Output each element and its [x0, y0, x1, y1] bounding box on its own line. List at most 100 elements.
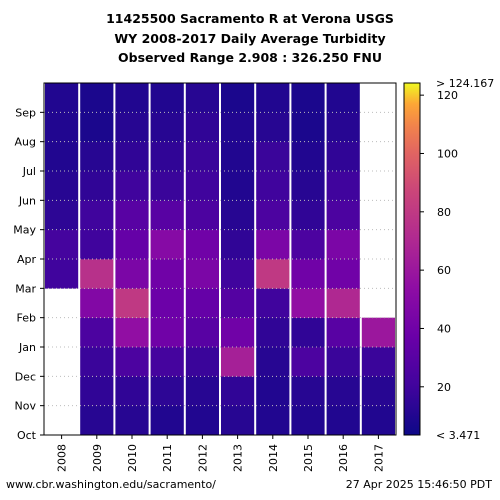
heatmap-cell	[221, 259, 255, 289]
heatmap-cell	[326, 141, 360, 172]
heatmap-cell	[45, 200, 79, 230]
heatmap-cell	[291, 259, 325, 289]
heatmap-cell	[326, 288, 360, 318]
y-tick-label: Dec	[15, 370, 36, 383]
heatmap-cell	[115, 347, 149, 377]
heatmap-cell	[80, 259, 114, 289]
y-tick-label: Jul	[22, 165, 36, 178]
y-tick-label: May	[13, 224, 36, 237]
heatmap-cell	[115, 405, 149, 436]
heatmap-cell	[326, 347, 360, 377]
heatmap-cell	[185, 171, 219, 201]
heatmap-cell	[256, 288, 290, 318]
heatmap-cell	[45, 141, 79, 172]
heatmap-cell	[80, 347, 114, 377]
x-tick-label: 2010	[126, 444, 139, 472]
heatmap-cell	[221, 229, 255, 260]
heatmap-cell	[326, 229, 360, 260]
heatmap-cell	[326, 112, 360, 142]
x-tick-label: 2016	[337, 444, 350, 472]
heatmap-cell	[291, 112, 325, 142]
y-tick-label: Nov	[15, 400, 37, 413]
heatmap-cell	[185, 347, 219, 377]
heatmap-cell	[115, 376, 149, 406]
colorbar-top-label: > 124.167	[436, 77, 494, 90]
heatmap-cell	[221, 200, 255, 230]
heatmap-cell	[256, 141, 290, 172]
heatmap-cell	[221, 112, 255, 142]
y-tick-label: Apr	[17, 253, 37, 266]
x-tick-label: 2015	[302, 444, 315, 472]
heatmap-cell	[150, 83, 184, 113]
heatmap-cell	[115, 288, 149, 318]
heatmap-cell	[115, 200, 149, 230]
colorbar: > 124.167 < 3.471 20 40 60 80 100 120	[403, 77, 494, 442]
heatmap-cell	[115, 171, 149, 201]
heatmap-cell	[80, 141, 114, 172]
colorbar-ticks: 20 40 60 80 100 120	[420, 89, 458, 394]
heatmap-cell	[185, 259, 219, 289]
colorbar-gradient	[403, 82, 421, 436]
heatmap-cell	[291, 376, 325, 406]
x-tick-label: 2008	[56, 444, 69, 472]
heatmap-cell	[80, 317, 114, 348]
heatmap-cell	[150, 200, 184, 230]
heatmap-cell	[256, 259, 290, 289]
x-tick-label: 2011	[161, 444, 174, 472]
heatmap-cell	[326, 200, 360, 230]
heatmap-cell	[326, 376, 360, 406]
heatmap-cell	[45, 83, 79, 113]
heatmap-cell	[150, 141, 184, 172]
heatmap-cell	[221, 317, 255, 348]
heatmap-cell	[256, 317, 290, 348]
heatmap-cell	[361, 347, 395, 377]
grid-lines	[44, 111, 396, 407]
heatmap-cell	[185, 83, 219, 113]
colorbar-tick-label: 100	[437, 147, 458, 160]
heatmap-cell	[221, 83, 255, 113]
heatmap-cell	[45, 229, 79, 260]
heatmap-cell	[115, 317, 149, 348]
heatmap-cell	[361, 376, 395, 406]
heatmap-cell	[291, 141, 325, 172]
colorbar-tick-label: 80	[437, 206, 451, 219]
heatmap-cell	[115, 112, 149, 142]
heatmap-cell	[80, 229, 114, 260]
heatmap-cells	[45, 83, 395, 436]
heatmap-cell	[326, 317, 360, 348]
heatmap-cell	[185, 376, 219, 406]
y-tick-label: Mar	[15, 282, 36, 295]
heatmap-cell	[291, 288, 325, 318]
heatmap-cell	[361, 405, 395, 436]
heatmap-cell	[80, 171, 114, 201]
source-url: www.cbr.washington.edu/sacramento/	[6, 478, 216, 491]
heatmap-cell	[256, 347, 290, 377]
x-tick-label: 2017	[372, 444, 385, 472]
colorbar-tick-label: 60	[437, 264, 451, 277]
heatmap-cell	[150, 171, 184, 201]
y-tick-label: Sep	[15, 106, 36, 119]
heatmap-cell	[291, 317, 325, 348]
heatmap-cell	[80, 83, 114, 113]
chart-title-line-1: 11425500 Sacramento R at Verona USGS	[106, 11, 394, 26]
heatmap-cell	[185, 288, 219, 318]
heatmap-cell	[221, 288, 255, 318]
heatmap-cell	[256, 112, 290, 142]
heatmap-cell	[80, 288, 114, 318]
heatmap-cell	[80, 405, 114, 436]
heatmap-cell	[256, 229, 290, 260]
x-axis: 2008 2009 2010 2011 2012 2013 2014 2015 2016 2017	[56, 435, 385, 472]
heatmap-cell	[45, 171, 79, 201]
heatmap-cell	[326, 171, 360, 201]
chart-title-line-2: WY 2008-2017 Daily Average Turbidity	[114, 31, 386, 46]
heatmap-cell	[185, 200, 219, 230]
heatmap-cell	[115, 141, 149, 172]
heatmap-cell	[326, 83, 360, 113]
heatmap-cell	[80, 112, 114, 142]
heatmap-cell	[221, 405, 255, 436]
heatmap-cell	[150, 229, 184, 260]
chart-title-line-3: Observed Range 2.908 : 326.250 FNU	[118, 50, 382, 65]
heatmap-cell	[150, 112, 184, 142]
heatmap-cell	[150, 347, 184, 377]
heatmap-cell	[291, 229, 325, 260]
